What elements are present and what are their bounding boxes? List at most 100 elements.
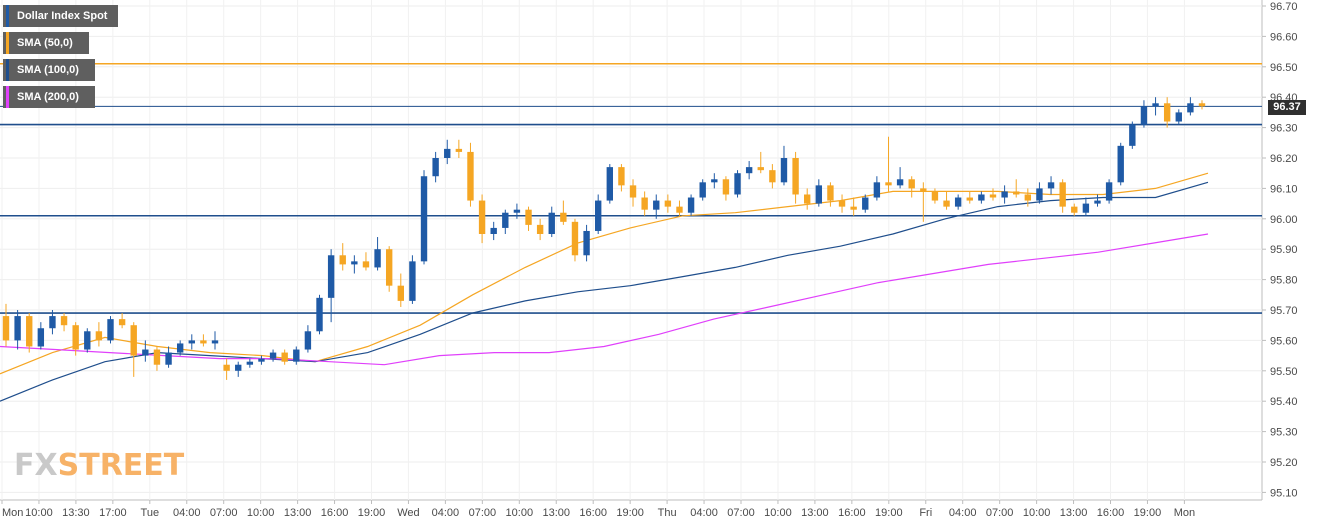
candle xyxy=(583,224,590,262)
candle xyxy=(978,191,985,204)
legend-swatch xyxy=(6,5,9,27)
candle xyxy=(838,194,846,213)
candle xyxy=(293,346,300,365)
candle-body xyxy=(618,167,625,186)
y-axis: 96.7096.6096.5096.4096.3096.2096.1096.00… xyxy=(1262,1,1298,499)
candle-body xyxy=(1129,124,1136,146)
candle-body xyxy=(548,212,555,234)
candle-body xyxy=(95,331,103,341)
candle-body xyxy=(397,285,404,301)
candle xyxy=(943,191,950,210)
candle-body xyxy=(60,316,68,326)
candle xyxy=(769,164,776,189)
x-tick-label: 10:00 xyxy=(247,507,275,519)
legend-item-sma-200[interactable]: SMA (200,0) xyxy=(3,86,95,108)
candle xyxy=(908,176,915,198)
candle xyxy=(734,170,741,198)
candle-body xyxy=(664,200,672,207)
candle-body xyxy=(711,179,718,183)
candle xyxy=(1117,142,1124,186)
legend-item-sma-50[interactable]: SMA (50,0) xyxy=(3,32,89,54)
candle xyxy=(478,194,486,244)
legend-label: Dollar Index Spot xyxy=(17,10,108,22)
candle xyxy=(374,237,381,271)
candle-body xyxy=(850,206,857,210)
candle xyxy=(641,191,648,216)
candle xyxy=(896,167,904,189)
x-tick-label: 16:00 xyxy=(838,507,866,519)
candle xyxy=(502,209,509,234)
candle-body xyxy=(432,158,439,177)
candle xyxy=(188,334,195,350)
legend-label: SMA (50,0) xyxy=(17,37,73,49)
candle xyxy=(862,194,869,213)
logo-part-street: STREET xyxy=(57,448,185,483)
candle xyxy=(14,310,21,350)
y-tick-label: 96.60 xyxy=(1270,31,1298,43)
candle-body xyxy=(641,197,648,210)
candle-body xyxy=(467,151,474,201)
legend-item-dollar-index[interactable]: Dollar Index Spot xyxy=(3,5,118,27)
candle xyxy=(362,252,370,271)
x-tick-label: 16:00 xyxy=(579,507,607,519)
candle-body xyxy=(2,316,10,341)
candle xyxy=(49,310,56,335)
candle xyxy=(130,322,137,377)
candle xyxy=(595,194,602,234)
candle-body xyxy=(1082,203,1090,213)
x-tick-label: 10:00 xyxy=(25,507,53,519)
candle-body xyxy=(873,182,881,198)
candle-body xyxy=(1013,191,1020,195)
candle-body xyxy=(525,209,532,225)
candle-body xyxy=(327,255,335,298)
candle-body xyxy=(595,200,602,231)
legend-swatch xyxy=(6,32,9,54)
candle-body xyxy=(142,349,149,356)
candle xyxy=(1105,179,1113,204)
candle-body xyxy=(908,179,915,189)
candle-body xyxy=(478,200,486,234)
candle-body xyxy=(362,261,370,268)
legend-item-sma-100[interactable]: SMA (100,0) xyxy=(3,59,95,81)
x-tick-label: Mon xyxy=(1174,507,1195,519)
x-tick-label: 10:00 xyxy=(764,507,792,519)
y-tick-label: 96.00 xyxy=(1270,214,1298,226)
candle-body xyxy=(269,352,277,359)
y-tick-label: 95.60 xyxy=(1270,335,1298,347)
candle xyxy=(397,273,404,307)
candle xyxy=(258,355,265,365)
y-tick-label: 96.10 xyxy=(1270,183,1298,195)
y-tick-label: 95.50 xyxy=(1270,366,1298,378)
horizontal-levels xyxy=(0,62,1262,314)
candle xyxy=(1094,194,1101,207)
candle-body xyxy=(1001,191,1008,198)
candle xyxy=(444,139,451,165)
candle xyxy=(885,136,892,192)
candle xyxy=(1071,203,1078,216)
y-tick-label: 96.50 xyxy=(1270,62,1298,74)
candle-body xyxy=(165,352,172,365)
y-tick-label: 96.20 xyxy=(1270,153,1298,165)
gridlines xyxy=(0,0,1263,501)
candle xyxy=(757,151,764,174)
candle xyxy=(548,206,555,238)
candle-body xyxy=(223,364,230,371)
candle-body xyxy=(385,249,393,286)
candle-body xyxy=(1117,145,1124,183)
candle-body xyxy=(769,170,776,183)
candle xyxy=(385,246,393,292)
candle-body xyxy=(722,179,730,195)
candle-body xyxy=(536,224,544,234)
candle xyxy=(235,361,242,377)
candle xyxy=(815,179,823,207)
x-tick-label: 17:00 xyxy=(99,507,127,519)
y-tick-label: 96.30 xyxy=(1270,123,1298,135)
candle xyxy=(351,255,358,274)
candles xyxy=(2,97,1206,380)
candle xyxy=(1198,100,1206,110)
candle-body xyxy=(757,167,764,171)
x-tick-label: 16:00 xyxy=(1097,507,1125,519)
candle xyxy=(711,173,718,189)
candle-body xyxy=(885,182,892,186)
candle xyxy=(72,322,79,356)
